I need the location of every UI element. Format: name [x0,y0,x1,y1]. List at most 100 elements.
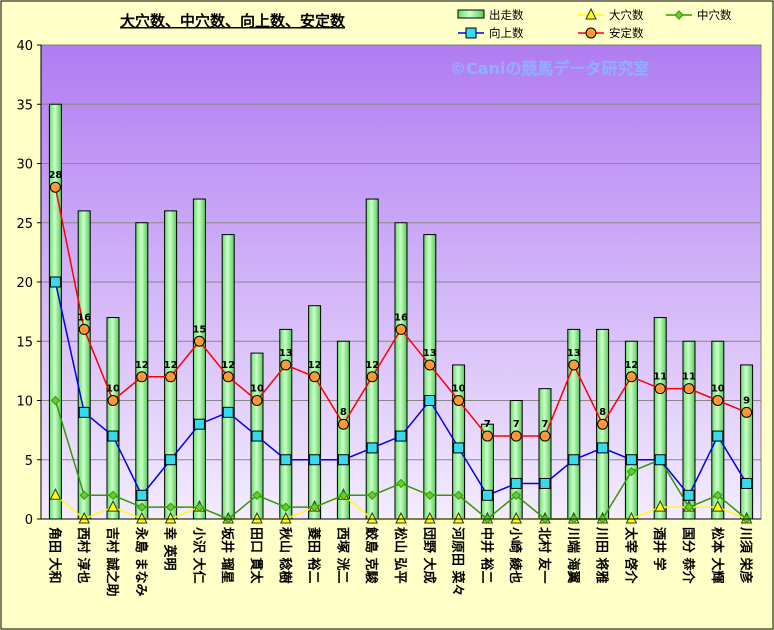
point-向上数 [510,477,522,489]
point-向上数 [136,489,148,501]
data-label-安定数: 10 [711,384,725,395]
data-label-安定数: 11 [653,372,667,383]
point-向上数 [309,454,321,466]
point-安定数 [193,335,205,347]
legend-label-安定数: 安定数 [609,26,644,40]
legend-label-大穴数: 大穴数 [609,8,644,22]
point-向上数 [251,430,263,442]
watermark-text: ©Caniの競馬データ研究室 [450,59,649,78]
bar-出走数 [135,222,149,520]
point-安定数 [107,395,119,406]
x-tick-label: 小崎 綾也 [507,527,523,584]
x-tick-label: 坂井 瑠星 [219,527,235,584]
legend-label-向上数: 向上数 [489,26,524,40]
x-tick-label: 菱田 裕二 [306,527,322,584]
x-tick-label: 秋山 稔樹 [277,527,293,584]
x-tick-label: 太宰 啓介 [622,526,638,585]
x-tick-label: 河原田 菜々 [450,527,466,597]
x-tick-label: 吉村 誠之助 [104,527,120,597]
y-tick-label: 40 [16,39,33,54]
x-tick-label: 西村 淳也 [75,527,91,584]
legend-marker-中穴数 [674,10,684,20]
point-中穴数 [367,490,377,501]
point-中穴数 [194,502,205,512]
data-label-安定数: 10 [452,384,466,395]
point-安定数 [337,418,349,430]
point-向上数 [654,454,666,466]
data-label-安定数: 7 [484,419,491,430]
point-中穴数 [626,466,637,477]
x-axis: 角田 大和 西村 淳也 吉村 誠之助 永島 まなみ幸 英明 小沢 大仁 坂井 瑠星 田口 貫… [41,518,761,597]
point-向上数 [712,430,724,442]
point-中穴数 [108,490,118,501]
point-大穴数 [279,511,292,524]
point-安定数 [251,395,263,406]
x-tick-label: 川須 栄彦 [738,526,754,584]
bar-出走数 [192,198,206,520]
data-label-安定数: 12 [135,360,149,371]
bar-出走数 [48,103,62,520]
point-安定数 [597,418,609,430]
bar-出走数 [106,317,120,520]
data-label-安定数: 7 [513,419,520,430]
point-大穴数 [654,500,667,512]
data-label-安定数: 15 [192,324,206,335]
point-中穴数 [453,490,464,501]
data-label-安定数: 8 [340,407,347,418]
point-向上数 [453,442,465,454]
x-tick-label: 西塚 洸二 [334,527,350,584]
point-中穴数 [338,490,349,501]
y-tick-label: 10 [16,395,33,410]
data-label-安定数: 12 [624,360,638,371]
bar-出走数 [77,210,91,520]
data-label-安定数: 12 [308,360,322,371]
point-向上数 [193,418,205,430]
point-向上数 [625,454,637,466]
bar-出走数 [394,222,408,520]
legend-swatch-出走数 [457,9,485,19]
point-安定数 [654,383,666,395]
point-安定数 [78,323,90,335]
point-安定数 [683,383,695,395]
x-tick-label: 田口 貫太 [248,527,264,585]
point-大穴数 [423,511,436,524]
point-向上数 [280,454,292,466]
point-大穴数 [625,511,638,524]
point-安定数 [625,371,637,383]
point-中穴数 [425,490,435,501]
data-label-安定数: 11 [682,372,696,383]
point-安定数 [424,359,436,371]
legend-label-中穴数: 中穴数 [697,8,732,22]
point-大穴数 [452,511,465,524]
point-中穴数 [252,490,262,501]
point-向上数 [539,477,551,489]
point-中穴数 [50,395,61,406]
point-中穴数 [79,490,89,501]
point-安定数 [395,323,407,335]
point-安定数 [280,359,292,371]
point-向上数 [222,406,234,418]
bar-出走数 [308,305,322,520]
bar-出走数 [740,364,754,520]
legend-marker-安定数 [585,27,597,39]
point-安定数 [453,395,465,406]
x-tick-label: 川田 将雅 [594,526,610,584]
point-向上数 [568,454,580,466]
bar-出走数 [653,317,667,520]
data-label-安定数: 8 [599,407,606,418]
point-安定数 [539,430,551,442]
point-向上数 [481,489,493,501]
point-向上数 [107,430,119,442]
y-tick-label: 35 [16,98,33,113]
data-label-安定数: 9 [743,395,750,406]
point-向上数 [395,430,407,442]
point-安定数 [309,371,321,383]
data-label-安定数: 12 [164,360,178,371]
x-tick-label: 鮫島 克駿 [363,527,379,585]
x-tick-label: 松本 大輝 [709,527,725,584]
data-label-安定数: 7 [542,419,549,430]
line-series [49,181,753,524]
point-中穴数 [511,490,521,501]
point-安定数 [49,181,61,193]
